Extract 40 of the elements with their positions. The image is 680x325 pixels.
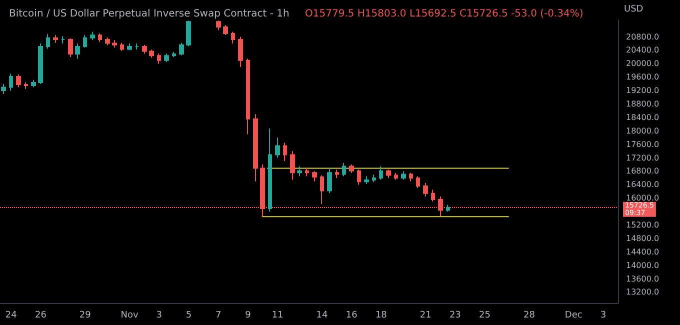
y-tick-label: 17600.0	[626, 140, 660, 149]
y-tick-label: 20800.0	[626, 32, 660, 42]
chart-subtitle: O15779.5 H15803.0 L15692.5 C15726.5 -53.0 (-0.34%)	[305, 8, 584, 20]
x-tick-label: 14	[316, 310, 328, 320]
y-tick-label: 14800.0	[626, 234, 660, 243]
y-tick-label: 16400.0	[626, 180, 660, 190]
y-tick-label: 16000.0	[626, 194, 660, 203]
y-tick-label: 19200.0	[626, 86, 660, 96]
x-tick-label: 23	[449, 310, 461, 320]
chart-title: Bitcoin / US Dollar Perpetual Inverse Swap Contract - 1h	[9, 8, 290, 20]
y-tick-label: 17200.0	[626, 153, 660, 162]
y-tick-label: 18000.0	[626, 126, 660, 136]
x-tick-label: Dec	[564, 310, 582, 320]
x-tick-label: 18	[375, 310, 388, 320]
x-tick-label: 24	[5, 310, 18, 320]
x-tick-label: 9	[245, 310, 252, 320]
x-tick-label: 21	[420, 310, 432, 320]
x-tick-label: 25	[479, 310, 491, 320]
y-tick-label: 19600.0	[626, 72, 660, 82]
x-tick-label: 3	[156, 310, 162, 320]
y-tick-label: 16800.0	[626, 166, 660, 176]
x-tick-label: 16	[346, 310, 358, 320]
y-axis-title: USD	[624, 4, 644, 14]
y-tick-label: 20000.0	[626, 59, 660, 68]
x-tick-label: 5	[186, 310, 192, 320]
x-tick-label: 26	[34, 310, 47, 320]
y-tick-label: 14400.0	[626, 247, 660, 256]
x-tick-label: 3	[600, 310, 606, 320]
y-tick-label: 14000.0	[626, 260, 660, 270]
x-tick-label: 7	[215, 310, 222, 320]
x-tick-label: 28	[523, 310, 536, 320]
y-tick-label: 18400.0	[626, 112, 660, 122]
y-tick-label: 20400.0	[626, 46, 660, 55]
y-tick-label: 15200.0	[626, 220, 660, 230]
y-tick-label: 13200.0	[626, 288, 660, 297]
y-tick-label: 18800.0	[626, 100, 660, 109]
y-tick-label: 13600.0	[626, 274, 660, 284]
x-tick-label: 11	[272, 310, 284, 320]
x-tick-label: 29	[79, 310, 92, 320]
x-tick-label: Nov	[120, 310, 139, 320]
